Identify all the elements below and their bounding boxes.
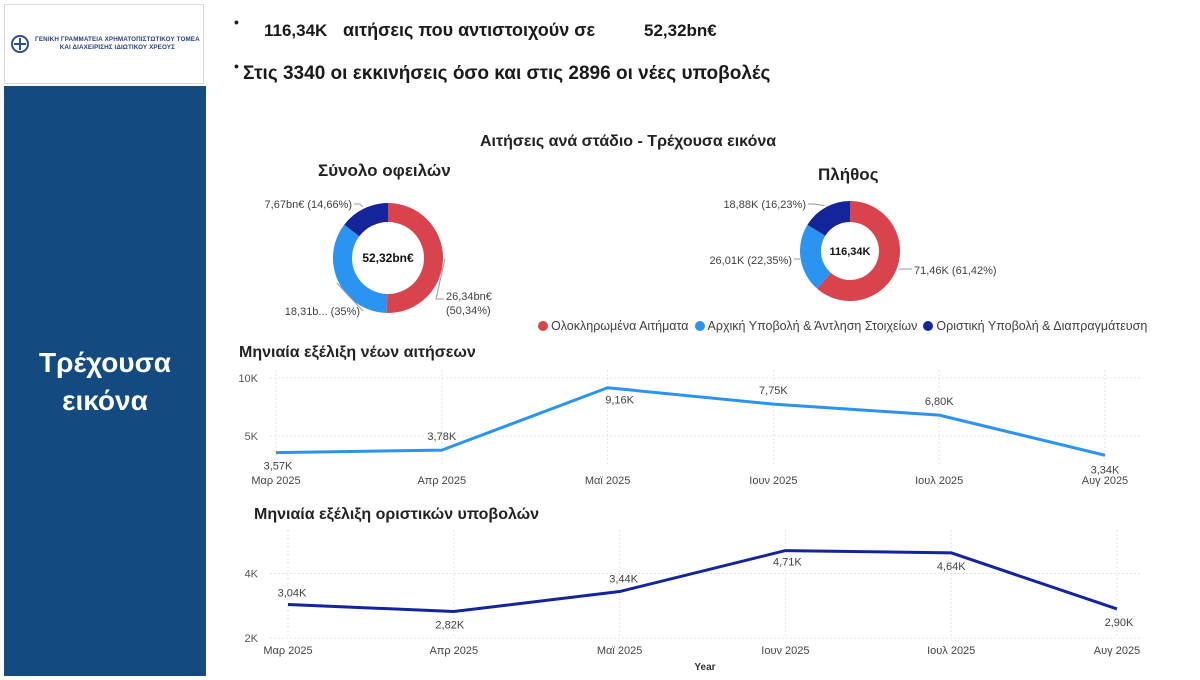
data-label: 26,01K (22,35%) <box>709 255 792 267</box>
x-tick-label: Ιουλ 2025 <box>915 475 963 487</box>
logo: ΓΕΝΙΚΗ ΓΡΑΜΜΑΤΕΙΑ ΧΡΗΜΑΤΟΠΙΣΤΩΤΙΚΟΥ ΤΟΜΕ… <box>4 4 204 84</box>
sidebar: ΓΕΝΙΚΗ ΓΡΑΜΜΑΤΕΙΑ ΧΡΗΜΑΤΟΠΙΣΤΩΤΙΚΟΥ ΤΟΜΕ… <box>0 0 207 680</box>
series-line <box>275 386 1106 457</box>
kpi-applications-text: αιτήσεις που αντιστοιχούν σε <box>343 20 596 40</box>
legend-label: Οριστική Υποβολή & Διαπραγμάτευση <box>936 319 1148 333</box>
data-label: 4,71K <box>773 557 802 569</box>
greek-emblem-icon <box>11 35 29 53</box>
y-tick-label: 5K <box>245 431 259 443</box>
leader-line <box>808 203 825 207</box>
x-tick-label: Μαρ 2025 <box>263 645 312 657</box>
x-tick-label: Μαρ 2025 <box>251 475 300 487</box>
y-tick-label: 2K <box>245 633 259 645</box>
side-title: Τρέχουσα εικόνα <box>4 344 206 420</box>
leader-line <box>354 203 364 208</box>
logo-line-2: ΚΑΙ ΔΙΑΧΕΙΡΙΣΗΣ ΙΔΙΩΤΙΚΟΥ ΧΡΕΟΥΣ <box>59 44 175 51</box>
legend-dot-icon <box>694 321 705 331</box>
data-label: 3,78K <box>427 431 456 443</box>
donut-1-title: Σύνολο οφειλών <box>318 161 451 180</box>
data-label: 2,90K <box>1105 617 1134 629</box>
logo-text: ΓΕΝΙΚΗ ΓΡΑΜΜΑΤΕΙΑ ΧΡΗΜΑΤΟΠΙΣΤΩΤΙΚΟΥ ΤΟΜΕ… <box>35 36 200 52</box>
x-tick-label: Ιουν 2025 <box>749 475 797 487</box>
x-tick-label: Μαϊ 2025 <box>585 475 631 487</box>
logo-line-1: ΓΕΝΙΚΗ ΓΡΑΜΜΑΤΕΙΑ ΧΡΗΜΑΤΟΠΙΣΤΩΤΙΚΟΥ ΤΟΜΕ… <box>35 36 200 43</box>
data-label: 7,75K <box>759 385 788 397</box>
x-tick-label: Αυγ 2025 <box>1094 645 1140 657</box>
x-tick-label: Απρ 2025 <box>429 645 478 657</box>
data-label: 2,82K <box>435 620 464 632</box>
donut-slice <box>344 203 388 237</box>
leader-line <box>336 282 364 312</box>
y-tick-label: 10K <box>238 373 258 385</box>
bullet-icon: • <box>234 58 239 74</box>
data-label: 26,34bn€ <box>446 291 492 303</box>
data-label: 9,16K <box>605 395 634 407</box>
x-tick-label: Αυγ 2025 <box>1082 475 1128 487</box>
donut-slice <box>817 201 900 301</box>
donut-2-title: Πλήθος <box>818 165 879 184</box>
side-title-line-2: εικόνα <box>62 385 148 416</box>
data-label: 3,57K <box>264 461 293 473</box>
x-tick-label: Απρ 2025 <box>417 475 466 487</box>
x-tick-label: Ιουν 2025 <box>761 645 809 657</box>
data-label: 6,80K <box>925 396 954 408</box>
bullet-icon: • <box>234 14 239 30</box>
data-label: 4,64K <box>937 561 966 573</box>
data-label: 18,88K (16,23%) <box>723 199 806 211</box>
data-label: 3,44K <box>609 574 638 586</box>
donut-slice <box>333 224 388 313</box>
data-label: 3,34K <box>1091 464 1120 476</box>
data-label: (50,34%) <box>446 305 491 317</box>
legend-item-final: Οριστική Υποβολή & Διαπραγμάτευση <box>923 319 1147 333</box>
x-tick-label: Ιουλ 2025 <box>927 645 975 657</box>
leader-line <box>435 258 446 300</box>
data-label: 3,04K <box>278 587 307 599</box>
series-line <box>287 549 1118 614</box>
legend-label: Ολοκληρωμένα Αιτήματα <box>551 319 689 333</box>
line-chart-2-title: Μηνιαία εξέλιξη οριστικών υποβολών <box>254 506 540 523</box>
legend-dot-icon <box>538 321 548 331</box>
kpi-line-2: Στις 3340 οι εκκινήσεις όσο και στις 289… <box>243 63 771 84</box>
legend-item-initial: Αρχική Υποβολή & Άντληση Στοιχείων <box>694 319 918 333</box>
line-chart-final-submissions: 2K 4K Μαρ 2025 Απρ 2025 Μαϊ 2025 Ιουν 2025 Ιου… <box>245 530 1140 673</box>
data-label: 18,31b... (35%) <box>285 306 360 318</box>
kpi-applications: 116,34K <box>264 21 328 40</box>
stage-title: Αιτήσεις ανά στάδιο - Τρέχουσα εικόνα <box>480 133 777 150</box>
line-chart-1-title: Μηνιαία εξέλιξη νέων αιτήσεων <box>239 344 476 361</box>
y-tick-label: 4K <box>245 568 259 580</box>
x-axis-title: Year <box>694 662 715 673</box>
side-title-line-1: Τρέχουσα <box>39 347 171 378</box>
side-panel: Τρέχουσα εικόνα <box>4 86 206 676</box>
donut-center-label: 52,32bn€ <box>362 251 414 265</box>
donut-chart-count: 71,46K (61,42%) 26,01K (22,35%) 18,88K (16… <box>709 199 997 301</box>
legend-label: Αρχική Υποβολή & Άντληση Στοιχείων <box>707 319 918 333</box>
legend: Ολοκληρωμένα Αιτήματα Αρχική Υποβολή & Ά… <box>538 319 1153 333</box>
donut-chart-total-debt: 26,34bn€ (50,34%) 18,31b... (35%) 7,67bn€ (… <box>265 199 492 318</box>
data-label: 71,46K (61,42%) <box>914 265 997 277</box>
line-chart-new-applications: 5K 10K Μαρ 2025 Απρ 2025 Μαϊ 2025 Ιουν 2025 Ιο… <box>238 370 1140 487</box>
x-tick-label: Μαϊ 2025 <box>597 645 643 657</box>
donut-slice <box>386 203 443 313</box>
donut-slice <box>807 201 850 236</box>
donut-slice <box>800 224 831 289</box>
kpi-amount: 52,32bn€ <box>644 21 717 40</box>
legend-dot-icon <box>923 321 934 331</box>
legend-item-completed: Ολοκληρωμένα Αιτήματα <box>538 319 689 333</box>
data-label: 7,67bn€ (14,66%) <box>265 199 352 211</box>
donut-center-label: 116,34K <box>830 246 871 258</box>
